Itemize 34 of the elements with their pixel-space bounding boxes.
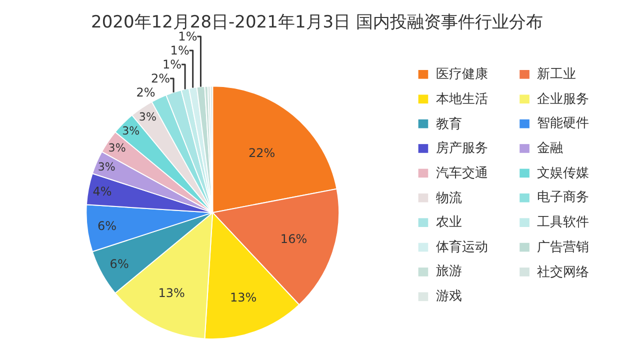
legend-label: 体育运动 <box>436 239 488 255</box>
data-label: 3% <box>138 110 156 124</box>
legend-label: 游戏 <box>436 289 462 304</box>
legend-label: 金融 <box>537 141 563 156</box>
data-label: 6% <box>110 256 129 271</box>
data-label: 3% <box>122 124 140 138</box>
data-label: 22% <box>248 146 276 160</box>
legend-label: 智能硬件 <box>537 116 589 131</box>
legend-label: 新工业 <box>537 67 576 82</box>
data-label: 6% <box>97 218 117 233</box>
data-label: 1% <box>170 43 190 58</box>
legend-label: 农业 <box>436 215 462 230</box>
data-label: 4% <box>92 184 112 199</box>
legend-label: 企业服务 <box>537 92 589 107</box>
data-label: 3% <box>98 160 116 174</box>
legend-label: 教育 <box>436 116 462 132</box>
data-label: 1% <box>162 57 182 72</box>
legend-label: 物流 <box>436 190 462 206</box>
legend-label: 医疗健康 <box>436 67 488 82</box>
data-label: 13% <box>158 286 185 300</box>
legend-label: 广告营销 <box>537 240 589 255</box>
data-label: 13% <box>230 290 257 305</box>
legend-label: 社交网络 <box>537 264 589 280</box>
legend-label: 汽车交通 <box>436 165 488 181</box>
data-label: 2% <box>136 85 156 100</box>
legend-label: 工具软件 <box>537 215 589 230</box>
data-label: 3% <box>108 141 126 154</box>
legend-label: 本地生活 <box>436 92 488 107</box>
legend-label: 文娱传媒 <box>537 166 589 181</box>
legend-label: 房产服务 <box>436 140 488 156</box>
legend-label: 旅游 <box>436 264 462 279</box>
data-label: 16% <box>280 232 308 246</box>
data-label: 2% <box>151 71 170 86</box>
legend-label: 电子商务 <box>537 190 589 205</box>
